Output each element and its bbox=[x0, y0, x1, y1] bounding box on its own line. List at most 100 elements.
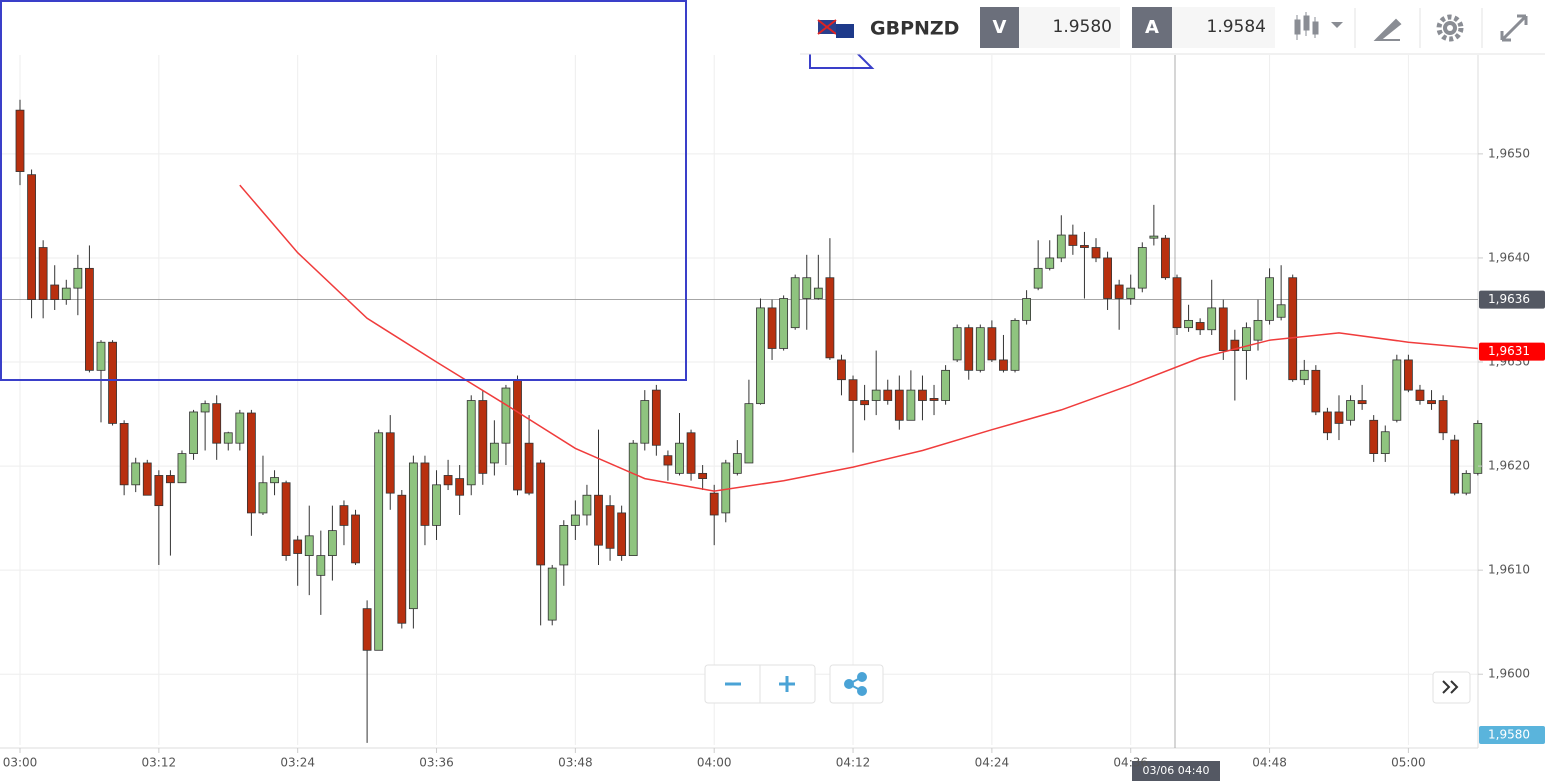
candle-body bbox=[1461, 472, 1471, 494]
candle-body bbox=[524, 442, 534, 494]
candle-body bbox=[1103, 257, 1112, 299]
candle-body bbox=[385, 432, 395, 494]
candle-body bbox=[339, 505, 349, 526]
candle-body bbox=[640, 400, 650, 444]
candle-body bbox=[246, 412, 256, 514]
candle-body bbox=[327, 530, 337, 556]
candle-body bbox=[987, 327, 997, 361]
share-button[interactable] bbox=[844, 672, 867, 696]
price-marker-label: 1,9636 bbox=[1488, 292, 1530, 306]
candle-body bbox=[1207, 307, 1217, 331]
candle-body bbox=[1080, 245, 1089, 248]
ask-label[interactable]: A bbox=[1145, 17, 1159, 38]
candle-body bbox=[964, 327, 974, 371]
x-tick-label: 04:12 bbox=[836, 756, 871, 770]
scroll-end-button[interactable] bbox=[1442, 680, 1459, 694]
candle-body bbox=[455, 478, 465, 496]
candle-body bbox=[929, 398, 939, 401]
candle-body bbox=[1161, 237, 1170, 279]
crosshair-time-box bbox=[1132, 761, 1220, 781]
candle-body bbox=[189, 411, 198, 454]
settings-button[interactable] bbox=[1436, 14, 1464, 42]
x-tick-label: 05:00 bbox=[1391, 756, 1426, 770]
candle-body bbox=[918, 389, 927, 401]
candle-body bbox=[501, 387, 511, 444]
candle-body bbox=[478, 400, 488, 474]
y-tick-label: 1,9640 bbox=[1488, 250, 1530, 264]
fullscreen-button[interactable] bbox=[1500, 14, 1528, 42]
candle-body bbox=[1323, 411, 1332, 434]
zoom-in-button[interactable] bbox=[779, 676, 795, 692]
candle-body bbox=[894, 389, 904, 421]
candle-body bbox=[304, 535, 314, 556]
candle-body bbox=[50, 284, 60, 300]
candle-body bbox=[1346, 400, 1355, 421]
symbol[interactable]: GBPNZD bbox=[870, 18, 959, 40]
x-tick-label: 03:12 bbox=[142, 756, 177, 770]
y-tick-label: 1,9600 bbox=[1488, 667, 1530, 681]
candle-body bbox=[837, 359, 846, 381]
bid-price[interactable]: 1.9580 bbox=[1053, 17, 1112, 37]
candle-body bbox=[744, 403, 754, 464]
candle-body bbox=[1184, 319, 1193, 329]
candle-body bbox=[1299, 369, 1309, 381]
draw-tool-button[interactable] bbox=[1373, 18, 1402, 41]
candle-body bbox=[628, 442, 638, 556]
candle-body bbox=[1357, 400, 1367, 405]
candle-body bbox=[131, 462, 141, 486]
candle-type-button[interactable] bbox=[1294, 12, 1343, 40]
price-marker bbox=[1479, 342, 1545, 361]
candle-body bbox=[1334, 411, 1344, 424]
ask-label-box[interactable] bbox=[1132, 7, 1172, 48]
candle-body bbox=[767, 307, 777, 349]
plot bbox=[0, 99, 1483, 743]
ask-price[interactable]: 1.9584 bbox=[1207, 17, 1266, 37]
candle-body bbox=[374, 432, 384, 651]
candle-body bbox=[617, 512, 627, 556]
candle-body bbox=[825, 277, 835, 359]
candle-body bbox=[1311, 369, 1321, 413]
candle-body bbox=[1149, 235, 1159, 239]
bid-label-box[interactable] bbox=[980, 7, 1019, 48]
flag-nz bbox=[836, 24, 854, 38]
candle-body bbox=[108, 341, 117, 424]
candle-body bbox=[1114, 284, 1124, 299]
candle-body bbox=[1404, 359, 1413, 391]
candle-body bbox=[721, 462, 731, 514]
candle-body bbox=[952, 327, 962, 361]
candle-body bbox=[142, 462, 152, 496]
candle-body bbox=[1172, 277, 1182, 329]
candle-body bbox=[513, 379, 522, 491]
candle-body bbox=[536, 462, 546, 566]
candle-body bbox=[85, 267, 94, 371]
candle-body bbox=[756, 307, 765, 405]
candle-body bbox=[1473, 423, 1483, 474]
candle-body bbox=[1126, 287, 1136, 299]
candle-body bbox=[975, 327, 985, 371]
x-tick-label: 03:24 bbox=[280, 756, 315, 770]
candle-body bbox=[1195, 322, 1205, 331]
candle-body bbox=[73, 267, 83, 289]
candle-body bbox=[871, 389, 881, 401]
price-marker bbox=[1479, 726, 1545, 744]
candle-body bbox=[686, 432, 696, 474]
candle-body bbox=[1045, 257, 1055, 269]
moving-average bbox=[239, 184, 1478, 492]
candle-body bbox=[651, 389, 661, 446]
candle-body bbox=[1392, 359, 1402, 421]
y-tick-label: 1,9610 bbox=[1488, 563, 1530, 577]
candle-body bbox=[1438, 400, 1448, 434]
candle-body bbox=[1056, 234, 1066, 259]
bid-label[interactable]: V bbox=[993, 17, 1007, 38]
candle-body bbox=[999, 359, 1008, 371]
zoom-controls bbox=[704, 664, 1471, 704]
candle-body bbox=[1033, 267, 1043, 289]
candle-body bbox=[941, 369, 950, 401]
candle-body bbox=[15, 109, 25, 172]
grid bbox=[0, 55, 1478, 745]
candle-body bbox=[27, 174, 36, 300]
candle-body bbox=[1415, 389, 1425, 401]
candle-body bbox=[1068, 234, 1078, 246]
candle-body bbox=[1369, 419, 1379, 454]
